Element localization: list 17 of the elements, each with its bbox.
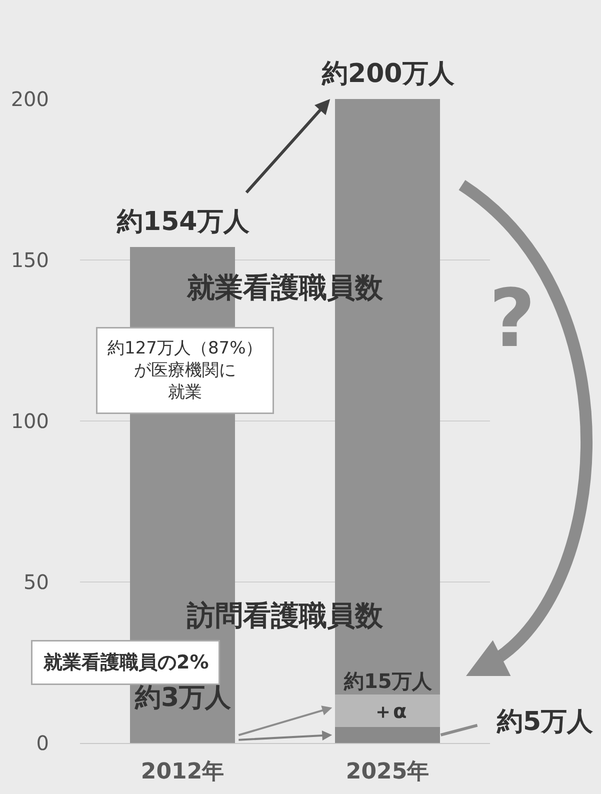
text: 約5万人 xyxy=(496,707,594,737)
annotation: 就業看護職員の2% xyxy=(42,652,209,674)
annotation: 約15万人 xyxy=(343,669,433,693)
y-tick-label: 100 xyxy=(10,409,49,433)
y-tick-label: 0 xyxy=(36,731,49,755)
annotation: ＋α xyxy=(373,699,407,723)
annotation: 約154万人 xyxy=(116,207,250,237)
y-tick-label: 50 xyxy=(24,570,49,594)
annotation: 約3万人 xyxy=(134,683,232,713)
x-tick-label: 2025年 xyxy=(346,759,430,784)
x-tick-label: 2012年 xyxy=(140,759,224,784)
annotation: ? xyxy=(489,272,536,365)
annotation: 約200万人 xyxy=(321,59,456,89)
bar xyxy=(335,694,440,727)
y-tick-label: 150 xyxy=(10,248,49,272)
annotation: 約127万人（87%）が医療機関に就業 xyxy=(108,338,263,403)
y-tick-label: 200 xyxy=(10,87,49,111)
